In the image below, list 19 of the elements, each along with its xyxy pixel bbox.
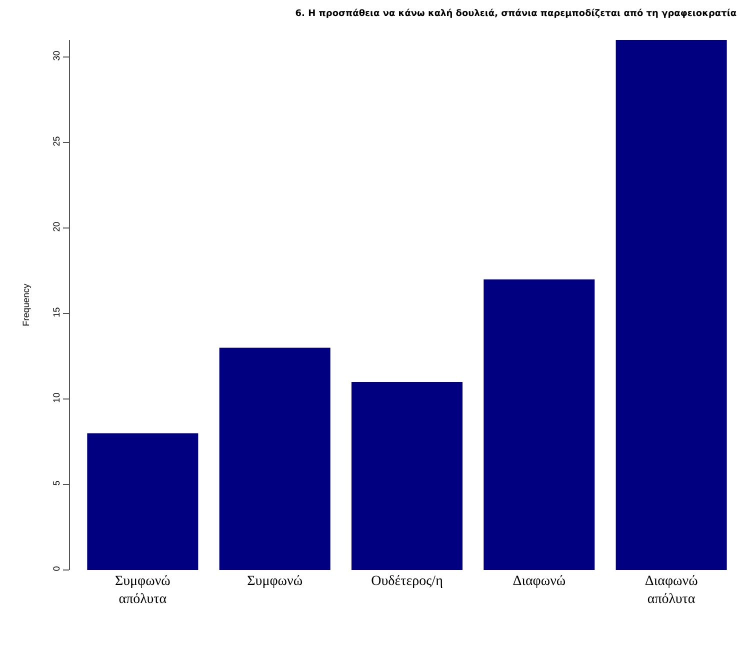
- y-tick-label: 30: [51, 50, 62, 61]
- x-tick-label: Διαφωνώ: [512, 574, 566, 589]
- chart-title: 6. Η προσπάθεια να κάνω καλή δουλειά, σπάνια παρεμποδίζεται από τη γραφειοκρατία: [295, 8, 737, 19]
- y-tick-label: 10: [51, 392, 62, 403]
- y-axis-title: Frequency: [20, 283, 31, 326]
- y-tick-label: 5: [51, 480, 62, 486]
- bar: [616, 40, 727, 570]
- x-tick-label: Συμφωνώ: [247, 574, 303, 589]
- bar: [484, 279, 595, 570]
- y-tick-label: 20: [51, 222, 62, 232]
- bar: [87, 433, 198, 570]
- bar: [351, 382, 463, 570]
- y-tick-label: 15: [51, 307, 62, 318]
- x-tick-label: Ουδέτερος/η: [371, 574, 443, 589]
- x-tick-label: Συμφωνώ απόλυτα: [114, 574, 170, 608]
- y-tick-label: 0: [51, 566, 62, 572]
- bar: [219, 348, 330, 570]
- x-tick-label: Διαφωνώ απόλυτα: [644, 574, 698, 608]
- y-tick-label: 25: [51, 136, 62, 146]
